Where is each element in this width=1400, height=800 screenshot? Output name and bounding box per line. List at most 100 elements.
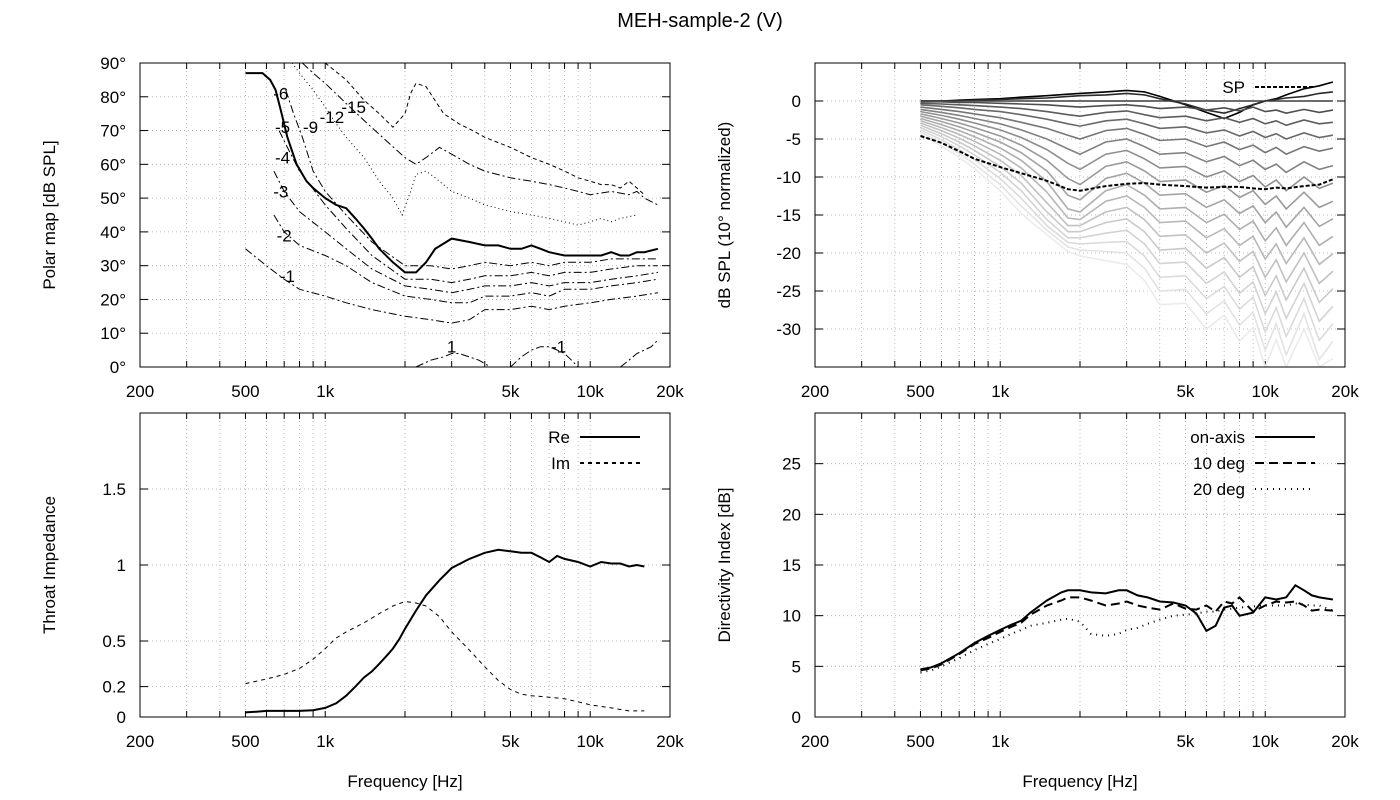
legend-label: Re [548, 428, 570, 447]
contour-label: -6 [273, 84, 288, 103]
y-axis-label: Polar map [dB SPL] [40, 140, 59, 289]
x-tick-label: 1k [991, 382, 1009, 401]
series-line-20-deg [920, 602, 1334, 674]
series-line-30deg [920, 106, 1334, 156]
x-tick-label: 5k [1176, 732, 1194, 751]
y-axis-label: Throat Impedance [40, 496, 59, 634]
y-tick-label: 0 [117, 708, 126, 727]
x-tick-label: 10k [1252, 382, 1280, 401]
y-tick-label: -30 [776, 320, 801, 339]
contour-label: -2 [277, 226, 292, 245]
x-tick-label: 20k [656, 732, 684, 751]
y-tick-label: -5 [786, 130, 801, 149]
series-line-25deg [920, 104, 1334, 140]
contour-label: -9 [303, 118, 318, 137]
contour-line-9 [291, 63, 638, 226]
series-line-75deg [920, 126, 1334, 323]
series-line-40deg [920, 110, 1334, 192]
y-tick-label: -20 [776, 244, 801, 263]
x-tick-label: 500 [906, 732, 934, 751]
x-tick-label: 200 [801, 732, 829, 751]
legend-label: 20 deg [1193, 480, 1245, 499]
y-tick-label: 90° [100, 54, 126, 73]
plot-frame [814, 62, 1346, 368]
throat-impedance-chart: 0 0.2 0.5 1 1.5 200 500 1k 5k 10k 20k Frequency [Hz… [40, 412, 684, 791]
x-tick-label: 1k [991, 732, 1009, 751]
plot-area [920, 583, 1334, 674]
legend-label: on-axis [1190, 428, 1245, 447]
x-tick-label: 5k [1176, 382, 1194, 401]
directivity-index-chart: 0 5 10 15 20 25 200 500 1k 5k 10k 20k Frequency [Hz]… [715, 412, 1359, 791]
x-tick-label: 20k [1331, 732, 1359, 751]
y-tick-label: 50° [100, 189, 126, 208]
contour-label: -1 [551, 338, 566, 357]
y-tick-label: 0° [110, 358, 126, 377]
normalized-spl-chart: 0 -5 -10 -15 -20 -25 -30 200 500 1k 5k 10k 20k dB SPL… [715, 62, 1359, 401]
contour-line-1b [510, 346, 579, 367]
series-line-80deg [920, 129, 1334, 342]
series-line-re [245, 548, 645, 714]
y-tick-label: 1.5 [102, 480, 126, 499]
x-axis-label: Frequency [Hz] [1022, 772, 1137, 791]
y-tick-label: -10 [776, 168, 801, 187]
contour-line-3 [273, 170, 658, 294]
x-tick-label: 20k [656, 382, 684, 401]
series-line-20deg [920, 102, 1333, 127]
plot-area [245, 548, 645, 714]
contour-line-5 [285, 89, 658, 270]
series-line-5deg [920, 91, 1333, 115]
y-tick-label: 10 [782, 607, 801, 626]
contour-label: -4 [275, 149, 290, 168]
y-tick-label: 40° [100, 223, 126, 242]
series-line-60deg [920, 120, 1334, 266]
contour-label: -1 [280, 267, 295, 286]
y-tick-label: 0 [792, 92, 801, 111]
y-tick-label: -25 [776, 282, 801, 301]
y-tick-label: 10° [100, 324, 126, 343]
contour-label: -12 [320, 108, 345, 127]
y-tick-label: 30° [100, 257, 126, 276]
y-axis-label: dB SPL (10° normalized) [715, 122, 734, 309]
x-tick-label: 20k [1331, 382, 1359, 401]
x-tick-label: 500 [906, 382, 934, 401]
x-tick-label: 500 [231, 382, 259, 401]
y-tick-label: 0.5 [102, 632, 126, 651]
y-axis-label: Directivity Index [dB] [715, 488, 734, 643]
contour-label: -15 [341, 98, 366, 117]
contour-line-4 [278, 130, 658, 284]
series-line-on-axis [920, 583, 1334, 671]
y-tick-label: 20 [782, 505, 801, 524]
legend-label: Im [551, 454, 570, 473]
x-axis-label: Frequency [Hz] [347, 772, 462, 791]
x-tick-label: 5k [501, 732, 519, 751]
y-tick-label: 15 [782, 556, 801, 575]
series-line-55deg [920, 117, 1334, 247]
y-tick-label: 1 [117, 556, 126, 575]
legend-label: SP [1222, 78, 1245, 97]
y-tick-label: 5 [792, 657, 801, 676]
figure-title: MEH-sample-2 (V) [617, 10, 783, 32]
plot-area [920, 81, 1334, 367]
y-tick-label: 20° [100, 290, 126, 309]
x-tick-label: 10k [577, 382, 605, 401]
y-tick-label: 0 [792, 708, 801, 727]
x-tick-label: 200 [801, 382, 829, 401]
series-line-65deg [920, 122, 1334, 285]
plot-frame [139, 62, 671, 368]
x-tick-label: 200 [126, 732, 154, 751]
contour-line-15 [324, 63, 645, 196]
contour-label: 1 [447, 338, 456, 357]
y-tick-label: 80° [100, 88, 126, 107]
plot-area [245, 63, 659, 367]
y-tick-label: 0.2 [102, 678, 126, 697]
legend-label: 10 deg [1193, 454, 1245, 473]
contour-line-1 [245, 248, 658, 324]
x-tick-label: 5k [501, 382, 519, 401]
series-line-85deg [920, 131, 1334, 362]
x-tick-label: 1k [316, 382, 334, 401]
contour-line-12 [302, 63, 659, 206]
x-tick-label: 200 [126, 382, 154, 401]
series-line-90deg [920, 133, 1334, 367]
y-tick-label: 25 [782, 455, 801, 474]
